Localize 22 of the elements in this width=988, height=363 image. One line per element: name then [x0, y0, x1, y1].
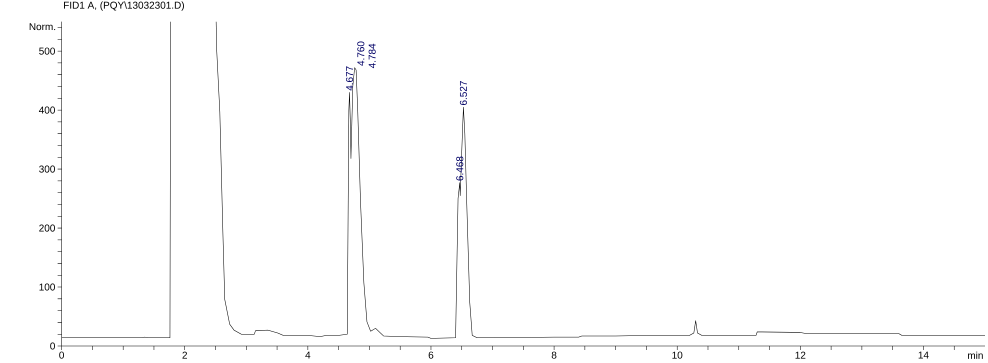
y-tick-label: 100: [39, 284, 55, 291]
x-tick-label: 12: [796, 352, 806, 359]
chart-title: FID1 A, (PQY\13032301.D): [64, 1, 184, 11]
annotation: 6.468: [456, 156, 464, 181]
annotation: 4.677: [346, 66, 354, 91]
annotation: 6.527: [460, 81, 467, 106]
annotation: 4.760: [357, 41, 364, 66]
x-axis-title: min: [968, 352, 983, 359]
y-tick-label: 0: [50, 342, 55, 350]
x-tick-label: 6: [428, 352, 434, 359]
x-tick-label: 2: [182, 352, 188, 359]
y-tick-label: 500: [39, 48, 55, 55]
y-tick-label: 300: [39, 166, 55, 173]
x-tick-label: 10: [672, 352, 682, 359]
x-tick-label: 0: [59, 352, 64, 359]
y-tick-label: 400: [38, 106, 55, 114]
annotation: 4.784: [368, 44, 376, 68]
x-tick-label: 8: [552, 352, 556, 359]
y-tick-label: 200: [39, 224, 55, 232]
y-axis-title: Norm.: [30, 23, 56, 30]
x-tick-label: 4: [305, 352, 310, 358]
x-tick-label: 14: [918, 352, 929, 358]
